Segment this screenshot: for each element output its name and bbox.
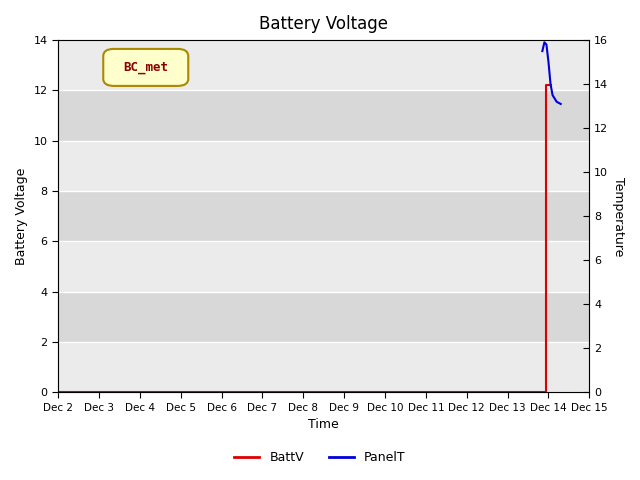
Bar <box>58 40 589 90</box>
Bar <box>58 342 589 393</box>
Bar <box>58 141 589 191</box>
Title: Battery Voltage: Battery Voltage <box>259 15 388 33</box>
Bar <box>58 191 589 241</box>
Text: BC_met: BC_met <box>124 61 168 74</box>
Bar <box>58 90 589 141</box>
Bar <box>58 292 589 342</box>
Y-axis label: Temperature: Temperature <box>612 177 625 256</box>
Bar <box>58 241 589 292</box>
FancyBboxPatch shape <box>103 49 188 86</box>
Legend: BattV, PanelT: BattV, PanelT <box>229 446 411 469</box>
Y-axis label: Battery Voltage: Battery Voltage <box>15 168 28 265</box>
X-axis label: Time: Time <box>308 419 339 432</box>
